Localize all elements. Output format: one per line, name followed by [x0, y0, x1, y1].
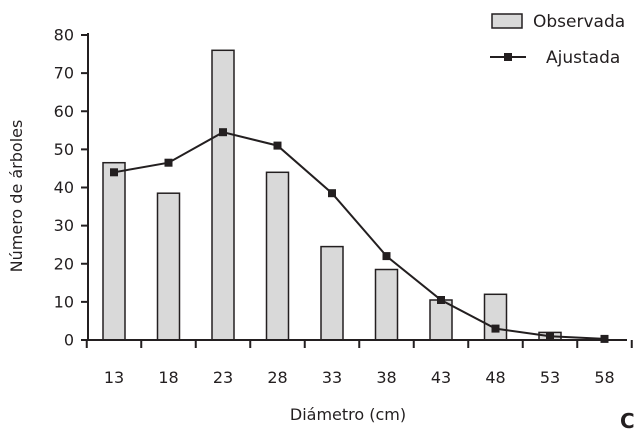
x-tick-label-58: 58: [594, 368, 614, 387]
bar-13: [102, 161, 126, 341]
fitted-point-38: [382, 252, 391, 261]
fitted-point-48: [491, 324, 500, 333]
fitted-point-23: [219, 128, 227, 137]
fitted-point-33: [328, 189, 336, 198]
y-tick-label-0: 0: [64, 331, 74, 350]
bar-38: [374, 268, 399, 341]
y-tick-label-30: 30: [54, 216, 74, 235]
x-tick-label-48: 48: [485, 368, 505, 387]
x-tick-label-13: 13: [104, 368, 124, 387]
legend-line-marker: [504, 53, 512, 61]
legend-label-observada: Observada: [533, 12, 625, 32]
y-tick-label-60: 60: [54, 102, 74, 121]
x-tick-label-23: 23: [213, 368, 233, 387]
y-tick-label-50: 50: [54, 140, 74, 159]
legend-label-ajustada: Ajustada: [546, 48, 620, 68]
line-layer: [110, 128, 609, 343]
y-tick-label-40: 40: [54, 178, 74, 197]
x-tick-label-18: 18: [158, 368, 178, 387]
bar-48: [483, 293, 508, 341]
panel-label: C: [620, 409, 635, 433]
x-tick-label-28: 28: [267, 368, 287, 387]
x-tick-label-33: 33: [322, 368, 342, 387]
x-axis-title: Diámetro (cm): [290, 405, 406, 424]
y-tick-label-70: 70: [54, 64, 74, 83]
fitted-point-18: [164, 158, 173, 167]
fitted-point-13: [110, 168, 118, 177]
x-tick-label-43: 43: [431, 368, 451, 387]
bar-18: [156, 192, 181, 341]
legend-bar-swatch: [491, 13, 523, 29]
bar-43: [429, 299, 453, 341]
x-tick-label-38: 38: [376, 368, 396, 387]
y-tick-label-80: 80: [54, 26, 74, 45]
bar-33: [320, 245, 344, 341]
fitted-point-53: [546, 332, 554, 341]
fitted-point-58: [600, 334, 609, 343]
fitted-point-43: [437, 296, 445, 304]
y-tick-label-10: 10: [54, 292, 74, 311]
fitted-line: [113, 131, 605, 340]
bar-23: [211, 49, 235, 341]
ticks-layer: 0 10 20 30 40 50 60 70 80 13 18 23 28 33 38 43 48 53 58: [54, 26, 633, 387]
y-axis-title: Número de árboles: [7, 120, 26, 273]
y-tick-label-20: 20: [54, 254, 74, 273]
fitted-point-28: [273, 141, 282, 150]
legend: Observada Ajustada: [490, 12, 625, 68]
bars-layer: [102, 49, 562, 341]
x-tick-label-53: 53: [540, 368, 560, 387]
bar-28: [265, 171, 290, 341]
